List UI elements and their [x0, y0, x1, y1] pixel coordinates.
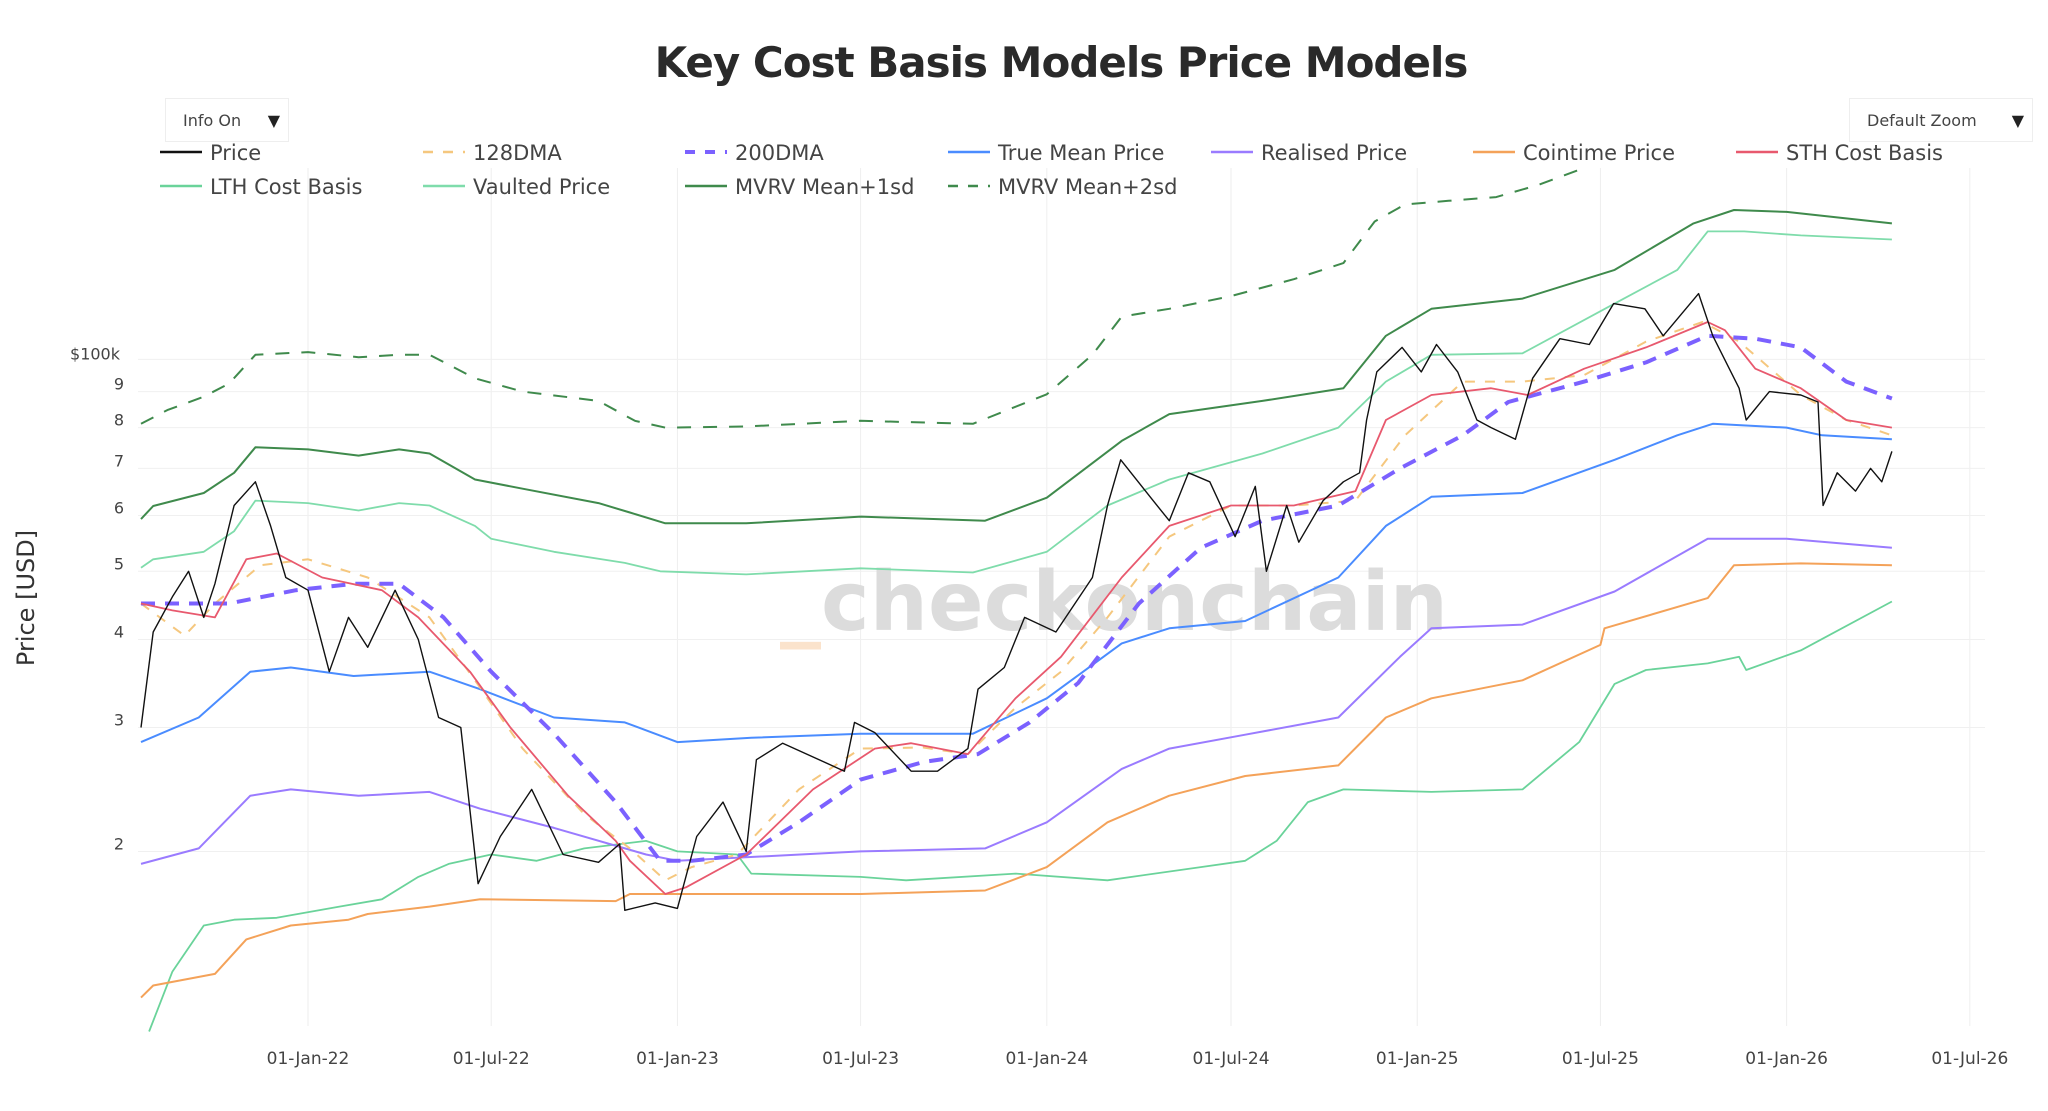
legend-label: 200DMA: [735, 141, 824, 165]
y-tick-label: $100k: [70, 344, 121, 363]
y-tick-label: 2: [114, 834, 124, 853]
legend-label: Realised Price: [1261, 141, 1407, 165]
legend-label: STH Cost Basis: [1786, 141, 1943, 165]
legend-item[interactable]: LTH Cost Basis: [160, 175, 362, 199]
y-tick-label: 5: [114, 554, 124, 573]
triangle-down-icon: ▼: [2011, 110, 2024, 130]
series-line-realised-price: [140, 537, 1892, 865]
x-tick-label: 01-Jul-23: [822, 1049, 899, 1069]
legend-item[interactable]: STH Cost Basis: [1736, 141, 1943, 165]
legend-item[interactable]: 200DMA: [685, 141, 824, 165]
zoom-dropdown-label: Default Zoom: [1867, 110, 1977, 130]
series-line-true-mean-price: [140, 422, 1892, 744]
x-tick-label: 01-Jan-26: [1745, 1049, 1828, 1069]
x-tick-label: 01-Jan-25: [1376, 1049, 1459, 1069]
series-line-lth-cost-basis: [148, 600, 1893, 1032]
y-tick-label: 4: [114, 623, 124, 642]
y-tick-label: 3: [114, 710, 124, 729]
x-tick-label: 01-Jan-24: [1005, 1049, 1088, 1069]
series-layer: [140, 167, 1893, 1032]
legend-label: LTH Cost Basis: [210, 175, 362, 199]
legend-item[interactable]: MVRV Mean+2sd: [948, 175, 1177, 199]
legend-label: Price: [210, 141, 261, 165]
x-tick-label: 01-Jan-23: [636, 1049, 719, 1069]
legend-item[interactable]: Realised Price: [1211, 141, 1407, 165]
legend-item[interactable]: Price: [160, 141, 261, 165]
y-tick-label: 7: [114, 451, 124, 470]
legend-item[interactable]: 128DMA: [423, 141, 562, 165]
x-tick-label: 01-Jul-25: [1562, 1049, 1639, 1069]
triangle-down-icon: ▼: [267, 110, 280, 130]
series-line-sth-cost-basis: [140, 321, 1893, 895]
legend-item[interactable]: True Mean Price: [948, 141, 1164, 165]
series-line-mvrv-mean-1sd: [140, 209, 1893, 525]
legend-label: MVRV Mean+2sd: [998, 175, 1177, 199]
series-line-mvrv-mean-2sd: [140, 167, 1585, 429]
legend-label: Vaulted Price: [473, 175, 610, 199]
x-axis: 01-Jan-22 01-Jul-22 01-Jan-23 01-Jul-23 01-J…: [267, 1049, 2009, 1069]
y-tick-label: 6: [114, 499, 124, 518]
x-tick-label: 01-Jul-26: [1931, 1049, 2008, 1069]
x-tick-label: 01-Jul-24: [1193, 1049, 1270, 1069]
legend-label: 128DMA: [473, 141, 562, 165]
y-tick-label: 9: [114, 375, 124, 394]
legend-label: MVRV Mean+1sd: [735, 175, 914, 199]
legend-item[interactable]: Cointime Price: [1473, 141, 1675, 165]
y-tick-label: 8: [114, 411, 124, 430]
series-line-price: [140, 292, 1893, 911]
x-tick-label: 01-Jan-22: [267, 1049, 350, 1069]
series-line-200dma: [141, 333, 1893, 863]
legend-item[interactable]: MVRV Mean+1sd: [685, 175, 914, 199]
grid: [138, 168, 1985, 1026]
y-axis-title: Price [USD]: [12, 530, 40, 666]
series-line-cointime-price: [140, 562, 1892, 999]
legend-item[interactable]: Vaulted Price: [423, 175, 610, 199]
chart-title: Key Cost Basis Models Price Models: [654, 38, 1469, 87]
x-tick-label: 01-Jul-22: [453, 1049, 530, 1069]
legend-label: True Mean Price: [997, 141, 1164, 165]
series-line-vaulted-price: [140, 230, 1892, 576]
info-toggle-dropdown[interactable]: Info On ▼: [165, 98, 289, 142]
info-dropdown-label: Info On: [183, 110, 242, 130]
legend-label: Cointime Price: [1523, 141, 1675, 165]
y-axis: $100k 9 8 7 6 5 4 3 2: [70, 344, 124, 853]
zoom-dropdown[interactable]: Default Zoom ▼: [1849, 98, 2033, 142]
legend: Price 128DMA 200DMA True Mean Price Realised…: [160, 141, 1943, 199]
